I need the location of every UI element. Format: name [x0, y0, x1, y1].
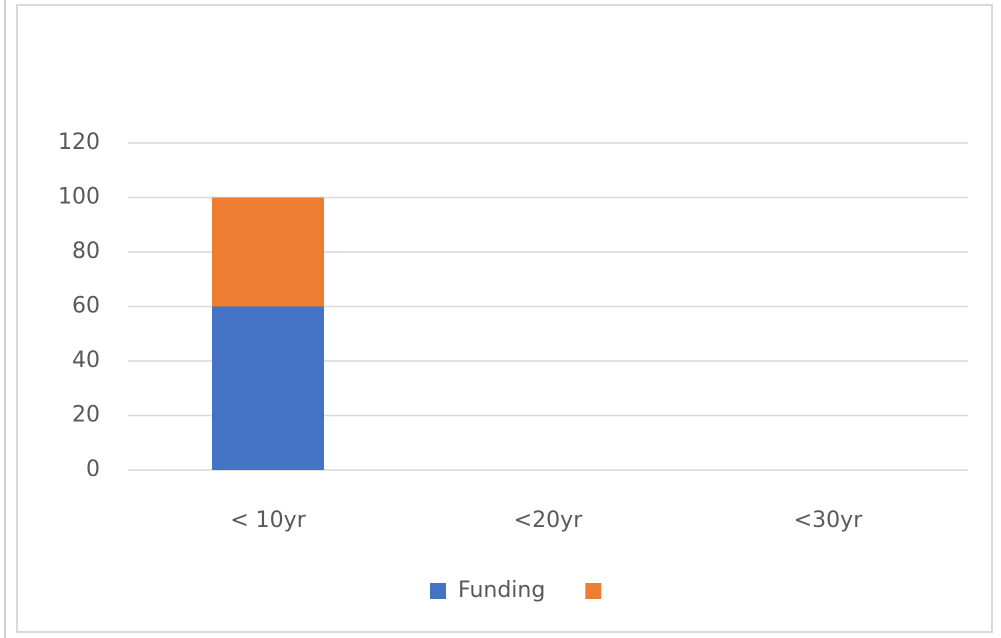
legend-label: Funding [458, 578, 545, 603]
legend-swatch [430, 583, 446, 599]
y-tick-label: 40 [72, 348, 100, 373]
y-tick-label: 0 [86, 457, 100, 482]
bar-segment [212, 197, 324, 307]
y-tick-label: 20 [72, 403, 100, 428]
x-tick-label: < 10yr [230, 508, 306, 533]
y-tick-label: 120 [58, 130, 100, 155]
x-tick-label: <20yr [514, 508, 583, 533]
bar-segment [212, 306, 324, 470]
legend-swatch [585, 583, 602, 599]
y-tick-label: 60 [72, 294, 100, 319]
y-tick-label: 100 [58, 185, 100, 210]
x-tick-label: <30yr [794, 508, 863, 533]
chart-border [16, 4, 993, 633]
y-tick-label: 80 [72, 239, 100, 264]
